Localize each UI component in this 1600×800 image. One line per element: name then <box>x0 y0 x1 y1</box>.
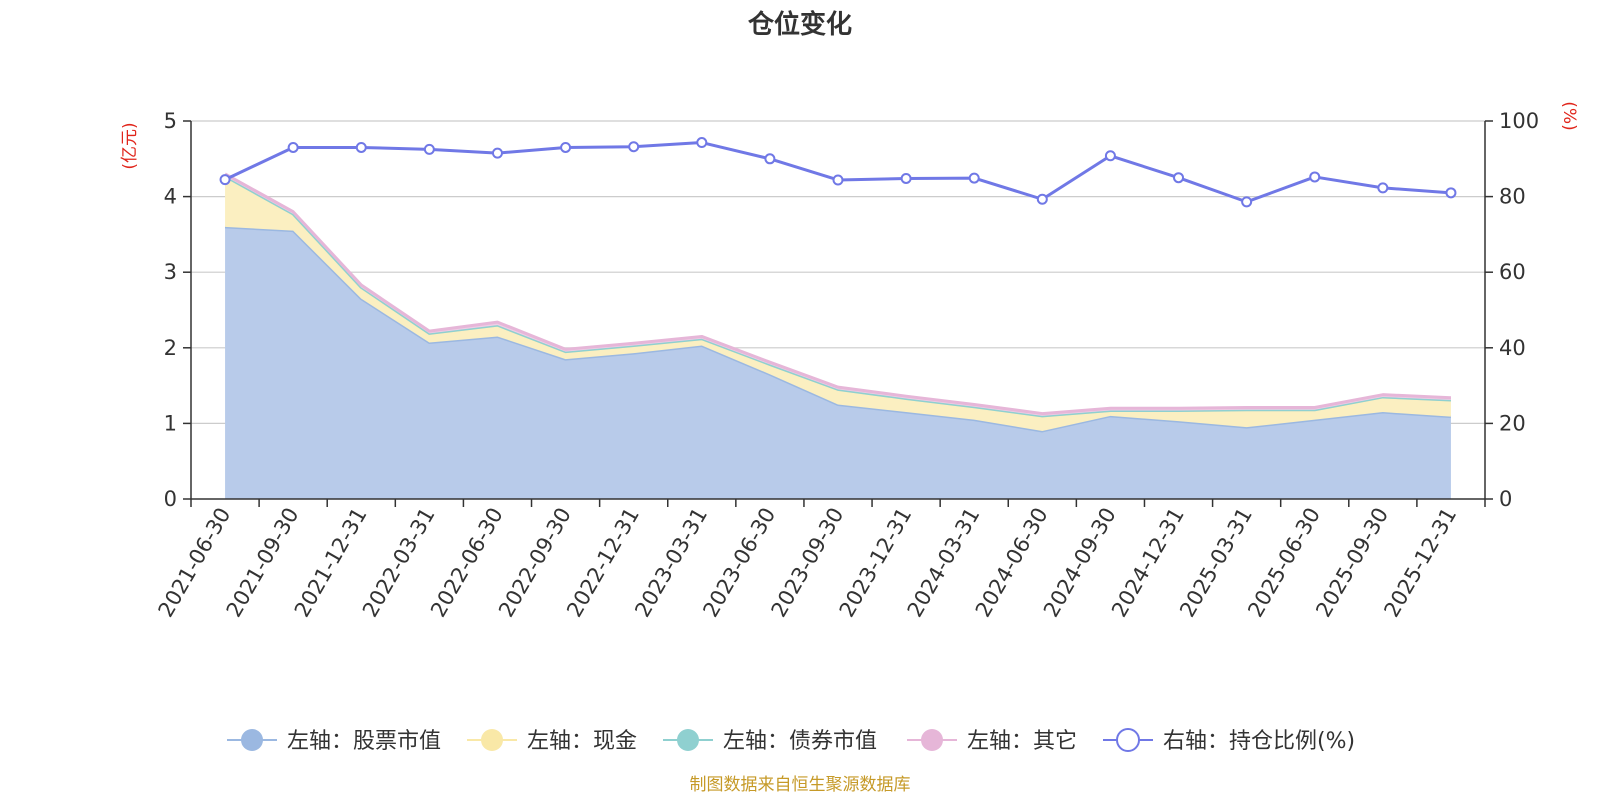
x-tick-label: 2022-09-30 <box>494 504 576 622</box>
line-左轴：其它 <box>224 172 1452 416</box>
right-tick-label: 0 <box>1499 487 1512 511</box>
ratio-point <box>1445 187 1457 199</box>
ratio-point <box>1241 196 1253 208</box>
ratio-point <box>832 174 844 186</box>
left-tick-label: 2 <box>164 336 177 360</box>
legend-label: 左轴：股票市值 <box>287 729 441 754</box>
x-tick-label: 2023-12-31 <box>835 503 917 621</box>
legend-marker <box>677 729 699 751</box>
left-tick-label: 4 <box>164 185 177 209</box>
legend-item: 右轴：持仓比例(%) <box>1103 728 1355 754</box>
x-tick-label: 2022-03-31 <box>358 504 440 622</box>
ratio-point <box>1173 172 1185 184</box>
ratio-point <box>219 174 231 186</box>
source-note: 制图数据来自恒生聚源数据库 <box>690 775 911 795</box>
legend-item: 左轴：现金 <box>467 729 637 754</box>
ratio-point <box>287 141 299 153</box>
x-tick-label: 2023-03-31 <box>630 504 712 622</box>
ratio-point <box>560 141 572 153</box>
right-axis-unit: (%) <box>1559 101 1579 130</box>
right-tick-label: 100 <box>1499 109 1539 133</box>
ratio-point <box>1309 171 1321 183</box>
left-tick-label: 3 <box>164 260 177 284</box>
x-tick-label: 2021-09-30 <box>222 504 304 622</box>
x-tick-label: 2025-12-31 <box>1379 504 1461 622</box>
legend-label: 右轴：持仓比例(%) <box>1163 729 1355 754</box>
legend-label: 左轴：现金 <box>527 729 637 754</box>
ratio-point <box>628 141 640 153</box>
x-tick-label: 2021-12-31 <box>290 504 372 622</box>
x-tick-label: 2025-09-30 <box>1311 504 1393 622</box>
right-tick-label: 60 <box>1499 260 1526 284</box>
stacked-areas <box>224 172 1452 499</box>
ratio-point <box>696 137 708 149</box>
chart-title: 仓位变化 <box>747 9 852 40</box>
right-tick-label: 40 <box>1499 336 1526 360</box>
x-tick-label: 2025-06-30 <box>1243 504 1325 622</box>
area-左轴：股票市值 <box>225 226 1451 499</box>
ratio-point <box>900 172 912 184</box>
legend-item: 左轴：债券市值 <box>663 729 877 754</box>
legend-marker <box>241 729 263 751</box>
x-tick-label: 2024-03-31 <box>903 503 985 621</box>
ratio-line <box>219 137 1457 208</box>
legend-marker <box>1116 728 1140 752</box>
right-tick-label: 20 <box>1499 411 1526 435</box>
x-tick-label: 2024-06-30 <box>971 504 1053 622</box>
legend-marker <box>481 729 503 751</box>
x-tick-label: 2023-09-30 <box>767 504 849 622</box>
x-tick-label: 2021-06-30 <box>154 504 236 622</box>
ratio-point <box>1104 150 1116 162</box>
legend-label: 左轴：债券市值 <box>723 729 877 754</box>
legend-item: 左轴：股票市值 <box>227 729 441 754</box>
ratio-point <box>423 143 435 155</box>
legend: 左轴：股票市值 左轴：现金 左轴：债券市值 左轴：其它 右轴：持仓比例(%) <box>227 728 1355 754</box>
right-tick-label: 80 <box>1499 185 1526 209</box>
x-tick-label: 2024-12-31 <box>1107 504 1189 622</box>
left-tick-label: 1 <box>164 411 177 435</box>
x-tick-label: 2025-03-31 <box>1175 504 1257 622</box>
x-tick-label: 2022-06-30 <box>426 504 508 622</box>
x-tick-label: 2022-12-31 <box>562 504 644 622</box>
ratio-point <box>355 141 367 153</box>
left-axis-unit: (亿元) <box>120 122 140 169</box>
x-tick-label: 2024-09-30 <box>1039 504 1121 622</box>
ratio-point <box>491 147 503 159</box>
left-tick-label: 5 <box>164 109 177 133</box>
ratio-point <box>1036 193 1048 205</box>
legend-item: 左轴：其它 <box>907 729 1077 754</box>
legend-marker <box>921 729 943 751</box>
legend-label: 左轴：其它 <box>967 729 1077 754</box>
ratio-point <box>1377 182 1389 194</box>
ratio-point <box>968 172 980 184</box>
ratio-line-path <box>224 141 1452 204</box>
x-tick-label: 2023-06-30 <box>698 504 780 622</box>
ratio-point <box>764 153 776 165</box>
left-tick-label: 0 <box>164 487 177 511</box>
